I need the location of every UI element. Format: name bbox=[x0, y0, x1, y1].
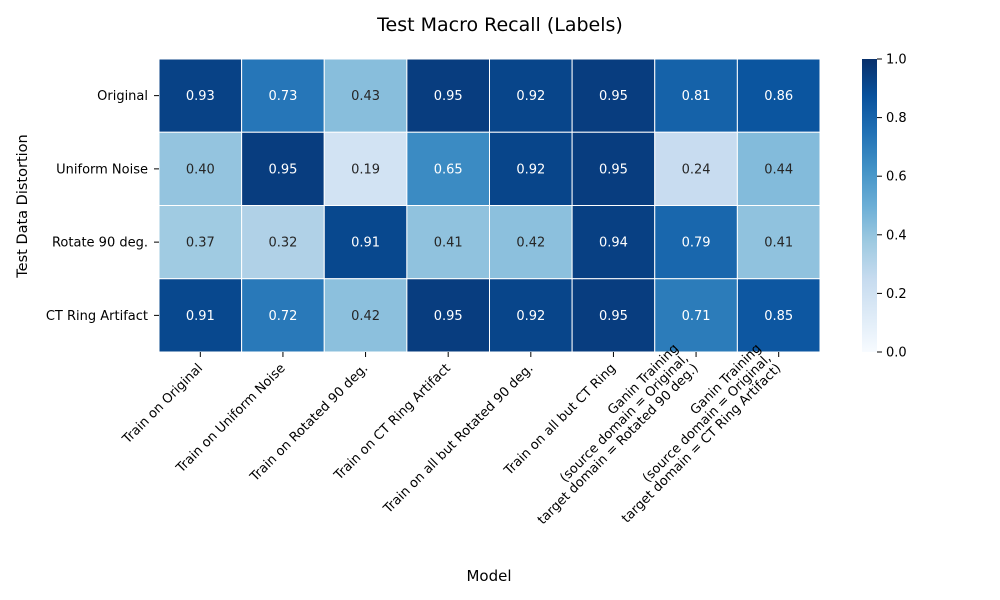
heatmap-cell bbox=[323, 205, 408, 280]
heatmap-cell bbox=[158, 278, 243, 353]
colorbar-gradient bbox=[862, 59, 877, 352]
heatmap-cell bbox=[736, 131, 821, 206]
heatmap-cell bbox=[489, 131, 573, 206]
heatmap-cell bbox=[571, 58, 656, 133]
heatmap-cell bbox=[654, 205, 738, 280]
column-tick-label-line: Train on Original bbox=[119, 361, 206, 448]
cell-value-label: 0.79 bbox=[682, 236, 711, 251]
cell-value-label: 0.32 bbox=[268, 236, 297, 251]
colorbar-tick-label: 1.0 bbox=[886, 53, 907, 68]
cell-value-label: 0.95 bbox=[434, 89, 463, 104]
column-tick-label: Train on all but Rotated 90 deg. bbox=[380, 361, 536, 517]
heatmap-cell bbox=[406, 131, 490, 206]
heatmap-cell bbox=[489, 205, 573, 280]
heatmap-cell bbox=[736, 58, 821, 133]
cell-value-label: 0.40 bbox=[186, 162, 215, 177]
cell-value-label: 0.24 bbox=[682, 162, 711, 177]
cell-value-label: 0.92 bbox=[516, 162, 545, 177]
heatmap-cell bbox=[654, 278, 738, 353]
heatmap-cell bbox=[571, 131, 656, 206]
heatmap-cell bbox=[489, 58, 573, 133]
heatmap-cell bbox=[158, 58, 243, 133]
cell-value-label: 0.92 bbox=[516, 309, 545, 324]
heatmap-cell bbox=[323, 58, 408, 133]
cell-value-label: 0.37 bbox=[186, 236, 215, 251]
heatmap-cell bbox=[241, 131, 325, 206]
chart-title: Test Macro Recall (Labels) bbox=[376, 14, 623, 36]
colorbar-tick-label: 0.4 bbox=[886, 228, 907, 243]
cell-value-label: 0.85 bbox=[764, 309, 793, 324]
cell-value-label: 0.95 bbox=[434, 309, 463, 324]
cell-value-label: 0.72 bbox=[268, 309, 297, 324]
heatmap-cell bbox=[241, 205, 325, 280]
cell-value-label: 0.91 bbox=[351, 236, 380, 251]
heatmap-cell bbox=[323, 278, 408, 353]
cell-value-label: 0.95 bbox=[268, 162, 297, 177]
y-axis-label: Test Data Distortion bbox=[15, 134, 31, 278]
heatmap-cell bbox=[571, 205, 656, 280]
cell-value-label: 0.81 bbox=[682, 89, 711, 104]
cell-value-label: 0.92 bbox=[516, 89, 545, 104]
column-tick-label-line: Train on all but Rotated 90 deg. bbox=[380, 361, 536, 517]
heatmap-cell bbox=[489, 278, 573, 353]
cell-value-label: 0.44 bbox=[764, 162, 793, 177]
heatmap-cell bbox=[736, 205, 821, 280]
cell-value-label: 0.95 bbox=[599, 162, 628, 177]
cell-value-label: 0.73 bbox=[268, 89, 297, 104]
row-tick-label: Original bbox=[97, 89, 148, 104]
cell-value-label: 0.91 bbox=[186, 309, 215, 324]
cell-value-label: 0.71 bbox=[682, 309, 711, 324]
cell-value-label: 0.42 bbox=[351, 309, 380, 324]
cell-value-label: 0.93 bbox=[186, 89, 215, 104]
colorbar-ticks: 0.0 0.2 0.4 0.6 0.8 1.0 bbox=[877, 53, 907, 361]
colorbar-tick-label: 0.2 bbox=[886, 287, 907, 302]
row-tick-label: Rotate 90 deg. bbox=[52, 236, 148, 251]
row-tick-label: CT Ring Artifact bbox=[46, 309, 148, 324]
heatmap-value-labels: 0.93 0.73 0.43 0.95 0.92 0.95 0.81 0.86 0.40 0.95… bbox=[186, 89, 793, 324]
cell-value-label: 0.86 bbox=[764, 89, 793, 104]
column-tick-label: Train on Original bbox=[119, 361, 206, 448]
row-tick-labels: Original Uniform Noise Rotate 90 deg. CT Ri… bbox=[46, 89, 159, 324]
cell-value-label: 0.43 bbox=[351, 89, 380, 104]
colorbar-tick-label: 0.6 bbox=[886, 170, 907, 185]
x-axis-label: Model bbox=[466, 567, 511, 585]
heatmap-cell bbox=[406, 278, 490, 353]
cell-value-label: 0.95 bbox=[599, 309, 628, 324]
heatmap-cell bbox=[406, 205, 490, 280]
colorbar-tick-label: 0.8 bbox=[886, 111, 907, 126]
row-tick-label: Uniform Noise bbox=[56, 162, 148, 177]
heatmap-cell bbox=[241, 58, 325, 133]
cell-value-label: 0.41 bbox=[764, 236, 793, 251]
heatmap-cell bbox=[406, 58, 490, 133]
cell-value-label: 0.41 bbox=[434, 236, 463, 251]
cell-value-label: 0.94 bbox=[599, 236, 628, 251]
cell-value-label: 0.95 bbox=[599, 89, 628, 104]
colorbar-tick-label: 0.0 bbox=[886, 346, 907, 361]
cell-value-label: 0.19 bbox=[351, 162, 380, 177]
colorbar: 0.0 0.2 0.4 0.6 0.8 1.0 bbox=[862, 53, 907, 361]
cell-value-label: 0.42 bbox=[516, 236, 545, 251]
cell-value-label: 0.65 bbox=[434, 162, 463, 177]
heatmap-cells bbox=[158, 58, 821, 353]
